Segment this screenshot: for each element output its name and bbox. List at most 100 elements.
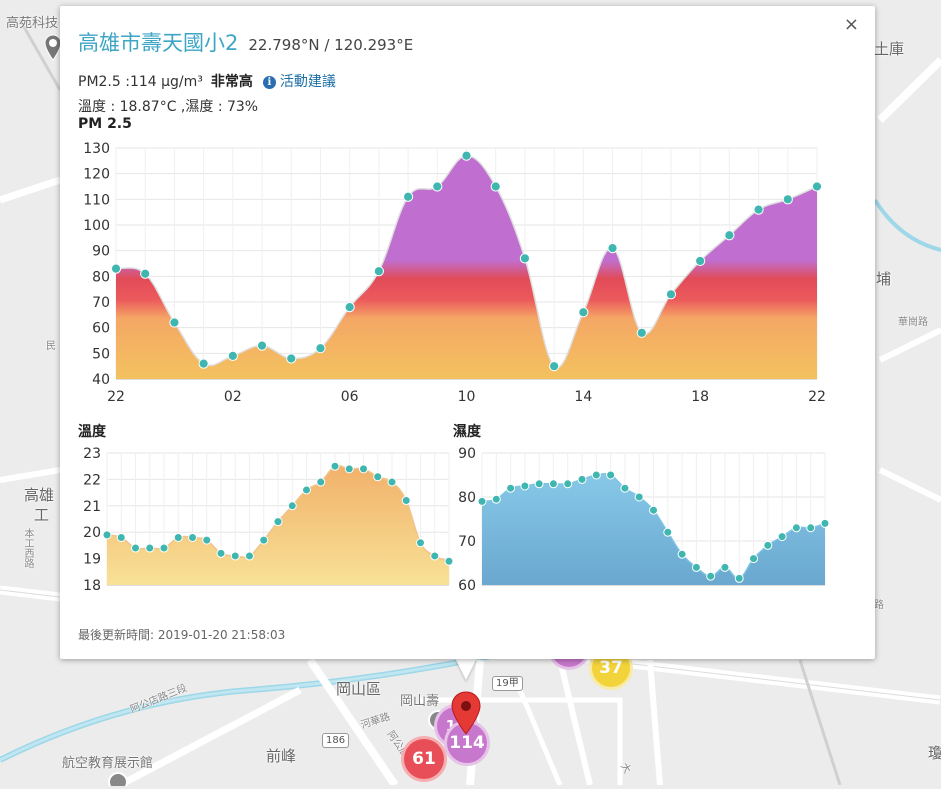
data-point[interactable] — [548, 479, 558, 489]
station-info-popup: × 高雄市壽天國小2 22.798°N / 120.293°E PM2.5 :11… — [60, 6, 875, 659]
data-point[interactable] — [820, 518, 830, 528]
y-tick-label: 90 — [92, 244, 110, 260]
data-point[interactable] — [691, 562, 701, 572]
data-point[interactable] — [188, 532, 197, 542]
data-point[interactable] — [578, 307, 589, 318]
data-point[interactable] — [549, 361, 560, 372]
data-point[interactable] — [216, 548, 226, 558]
data-point[interactable] — [811, 181, 823, 192]
data-point[interactable] — [230, 551, 240, 561]
data-point[interactable] — [477, 496, 487, 506]
data-point[interactable] — [677, 549, 687, 559]
data-point[interactable] — [620, 483, 630, 493]
data-point[interactable] — [202, 535, 212, 545]
data-point[interactable] — [563, 479, 573, 489]
station-coordinates: 22.798°N / 120.293°E — [248, 36, 414, 54]
data-point[interactable] — [695, 255, 706, 267]
data-point[interactable] — [402, 191, 414, 202]
data-point[interactable] — [636, 327, 647, 338]
pm25-level: 非常高 — [210, 74, 253, 90]
data-point[interactable] — [110, 263, 122, 274]
data-point[interactable] — [806, 523, 816, 533]
data-point[interactable] — [749, 554, 759, 564]
data-point[interactable] — [373, 472, 383, 482]
data-point[interactable] — [606, 470, 616, 480]
data-point[interactable] — [534, 479, 544, 489]
data-point[interactable] — [432, 181, 443, 192]
poi-icon[interactable] — [108, 772, 128, 786]
data-point[interactable] — [102, 530, 112, 540]
data-point[interactable] — [663, 527, 673, 537]
data-point[interactable] — [430, 551, 440, 561]
data-point[interactable] — [782, 194, 793, 205]
x-tick-label: 18 — [691, 389, 709, 405]
data-point[interactable] — [720, 562, 730, 572]
data-point[interactable] — [315, 343, 326, 354]
data-point[interactable] — [577, 474, 587, 484]
y-tick-label: 50 — [92, 346, 110, 362]
map-label: 埔 — [876, 270, 892, 288]
data-point[interactable] — [706, 571, 716, 581]
data-point[interactable] — [519, 253, 531, 264]
data-point[interactable] — [777, 532, 787, 542]
data-point[interactable] — [753, 204, 764, 215]
series-area — [116, 155, 817, 379]
data-point[interactable] — [665, 289, 677, 300]
data-point[interactable] — [330, 461, 340, 471]
data-point[interactable] — [316, 477, 326, 487]
data-point[interactable] — [131, 543, 140, 553]
y-tick-label: 60 — [458, 578, 476, 594]
map-label: 航空教育展示館 — [62, 756, 154, 771]
data-point[interactable] — [373, 266, 384, 277]
map-label: 民 — [46, 341, 56, 352]
data-point[interactable] — [634, 492, 644, 502]
data-point[interactable] — [245, 551, 254, 561]
data-point[interactable] — [387, 477, 397, 487]
info-icon: i — [262, 76, 276, 89]
data-point[interactable] — [649, 505, 658, 515]
data-point[interactable] — [286, 353, 297, 364]
data-point[interactable] — [287, 501, 297, 511]
data-point[interactable] — [302, 485, 311, 495]
data-point[interactable] — [401, 496, 411, 506]
data-point[interactable] — [169, 317, 180, 328]
data-point[interactable] — [490, 181, 501, 192]
aqi-cluster-marker[interactable]: 61 — [401, 736, 447, 782]
data-point[interactable] — [506, 483, 516, 493]
x-tick-label: 02 — [224, 389, 242, 405]
data-point[interactable] — [359, 464, 368, 474]
pm25-chart-title: PM 2.5 — [78, 116, 132, 132]
map-label: 岡山壽 — [400, 694, 440, 709]
data-point[interactable] — [256, 340, 268, 351]
data-point[interactable] — [491, 494, 501, 504]
last-updated-time: 最後更新時間: 2019-01-20 21:58:03 — [78, 628, 286, 642]
data-point[interactable] — [607, 243, 618, 254]
data-point[interactable] — [461, 150, 472, 161]
data-point[interactable] — [145, 543, 155, 553]
humidity-chart: 60 70 80 90 — [458, 446, 830, 594]
data-point[interactable] — [763, 540, 773, 550]
data-point[interactable] — [734, 573, 744, 583]
activity-advice-link[interactable]: i 活動建議 — [262, 74, 336, 90]
data-point[interactable] — [173, 532, 183, 542]
data-point[interactable] — [344, 464, 354, 474]
y-tick-label: 60 — [92, 321, 110, 337]
poi-pin-icon[interactable] — [44, 34, 62, 62]
data-point[interactable] — [140, 268, 151, 279]
data-point[interactable] — [116, 532, 126, 542]
data-point[interactable] — [273, 517, 283, 527]
data-point[interactable] — [724, 230, 735, 241]
pm25-chart: 40 50 60 70 80 90 100 110 120 130 22 02 06 10 14 18 22 — [83, 141, 826, 405]
close-button[interactable]: × — [843, 14, 859, 35]
data-point[interactable] — [444, 556, 454, 566]
data-point[interactable] — [791, 523, 801, 533]
data-point[interactable] — [344, 302, 355, 313]
data-point[interactable] — [227, 350, 238, 361]
data-point[interactable] — [520, 481, 530, 491]
data-point[interactable] — [416, 538, 425, 548]
data-point[interactable] — [259, 535, 269, 545]
selected-location-marker-icon[interactable] — [450, 690, 482, 736]
data-point[interactable] — [198, 358, 209, 369]
data-point[interactable] — [591, 470, 601, 480]
data-point[interactable] — [159, 543, 169, 553]
